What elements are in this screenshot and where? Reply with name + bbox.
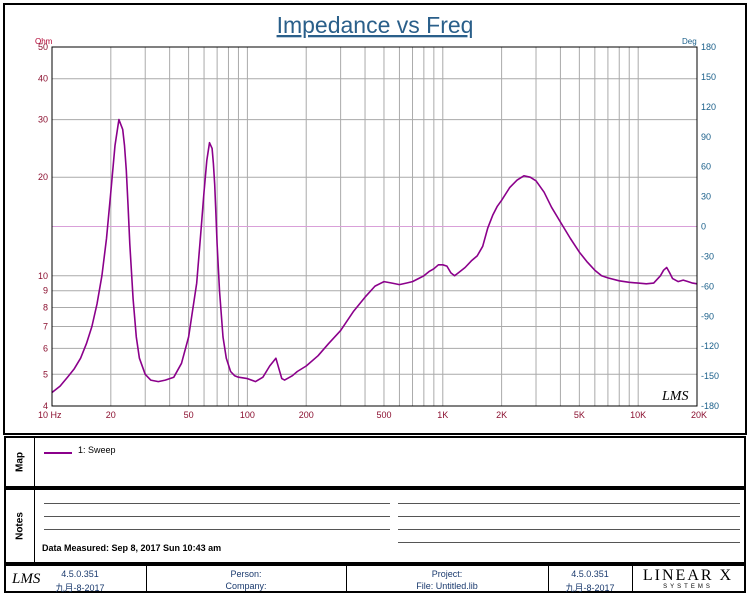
lms-logo: LMS [12, 571, 41, 587]
y-tick-label: 50 [38, 42, 48, 52]
linearx-logo-sub: SYSTEMS [663, 584, 713, 590]
map-panel: Map 1: Sweep [4, 436, 746, 488]
x-tick-labels: 10 Hz 20 50 100 200 500 1K 2K 5K 10K 20K [38, 410, 707, 420]
project-label: Project: [431, 569, 463, 579]
footer-left-cell: LMS 4.5.0.351 九月-8-2017 [6, 566, 147, 593]
measured-date: Data Measured: Sep 8, 2017 Sun 10:43 am [42, 543, 222, 553]
chart-title: Impedance vs Freq [277, 12, 474, 38]
legend-entry: 1: Sweep [78, 445, 116, 455]
y-tick-label: 5 [43, 369, 48, 379]
series-group [51, 118, 698, 394]
y2-tick-label: 150 [701, 72, 716, 82]
plot-area [51, 46, 698, 407]
notes-side-label: Notes [6, 490, 35, 562]
y2-tick-label: 120 [701, 102, 716, 112]
x-tick-label: 500 [376, 410, 391, 420]
x-tick-label: 1K [437, 410, 448, 420]
y2-tick-label: -90 [701, 311, 714, 321]
company-label: Company: [225, 581, 267, 591]
footer-version-cell: 4.5.0.351 九月-8-2017 [548, 566, 633, 593]
x-tick-label: 100 [240, 410, 255, 420]
x-tick-label: 200 [299, 410, 314, 420]
y-tick-label: 40 [38, 74, 48, 84]
y-tick-label: 20 [38, 172, 48, 182]
y-tick-label: 4 [43, 401, 48, 411]
y-tick-label: 6 [43, 343, 48, 353]
map-side-label: Map [6, 438, 35, 486]
y-tick-label: 30 [38, 115, 48, 125]
y2-tick-label: 90 [701, 132, 711, 142]
x-tick-label: 50 [184, 410, 194, 420]
footer: LMS 4.5.0.351 九月-8-2017 Person: Company:… [4, 564, 746, 593]
y-tick-label: 7 [43, 321, 48, 331]
x-tick-label: 10 Hz [38, 410, 62, 420]
notes-panel: Notes Data Measured: Sep 8, 2017 Sun 10:… [4, 488, 746, 564]
y-tick-label: 10 [38, 271, 48, 281]
notes-line [44, 529, 390, 530]
date-left: 九月-8-2017 [55, 583, 105, 593]
notes-line [44, 503, 390, 504]
chart-frame [3, 3, 747, 435]
y2-tick-label: -150 [701, 371, 719, 381]
left-axis-unit: Ohm [35, 37, 53, 46]
legend-swatch [44, 452, 72, 454]
right-axis-unit: Deg [682, 37, 697, 46]
y2-tick-label: -30 [701, 251, 714, 261]
y-tick-labels: 4 5 6 7 8 9 10 20 30 40 50 [38, 42, 48, 411]
y2-tick-label: 180 [701, 42, 716, 52]
version-right: 4.5.0.351 [571, 569, 609, 579]
notes-line [398, 503, 740, 504]
impedance-chart: Impedance vs Freq Ohm Deg 4 5 6 7 8 9 10 20 30 40… [3, 3, 747, 435]
linearx-logo: LINEAR X [642, 567, 734, 584]
footer-person-cell: Person: Company: [146, 566, 347, 591]
y-tick-label: 9 [43, 286, 48, 296]
date-right: 九月-8-2017 [565, 583, 615, 593]
version-left: 4.5.0.351 [61, 569, 99, 579]
y2-tick-labels: -180 -150 -120 -90 -60 -30 0 30 60 90 120 150 180 [701, 42, 719, 411]
y2-tick-label: 30 [701, 192, 711, 202]
y2-tick-label: -120 [701, 341, 719, 351]
x-tick-label: 10K [630, 410, 646, 420]
y2-tick-label: 0 [701, 222, 706, 232]
footer-logo-cell: LINEAR X SYSTEMS [632, 566, 744, 591]
file-label: File: Untitled.lib [416, 581, 478, 591]
x-tick-label: 2K [496, 410, 507, 420]
x-tick-label: 20K [691, 410, 707, 420]
person-label: Person: [230, 569, 262, 579]
y2-tick-label: -180 [701, 401, 719, 411]
notes-line [398, 542, 740, 543]
notes-line [398, 516, 740, 517]
notes-line [398, 529, 740, 530]
lms-watermark: LMS [661, 389, 688, 404]
series-line-sweep [51, 118, 698, 394]
x-tick-label: 20 [106, 410, 116, 420]
y2-tick-label: 60 [701, 162, 711, 172]
notes-line [44, 516, 390, 517]
footer-project-cell: Project: File: Untitled.lib [346, 566, 549, 591]
x-tick-label: 5K [574, 410, 585, 420]
y-tick-label: 8 [43, 302, 48, 312]
y2-tick-label: -60 [701, 281, 714, 291]
